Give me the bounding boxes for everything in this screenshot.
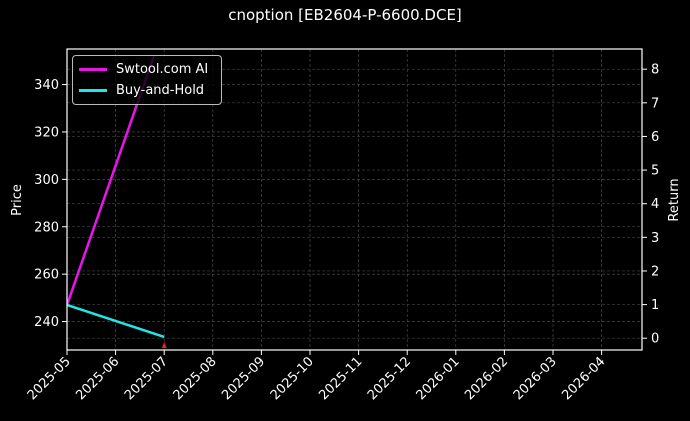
y2-tick-label: 5 [651, 164, 659, 179]
y-tick-label: 320 [34, 125, 59, 140]
y2-tick-label: 6 [651, 130, 659, 145]
x-tick-label: 2025-08 [171, 354, 220, 403]
legend-label: Swtool.com AI [116, 61, 209, 77]
y-axis-label: Price [10, 184, 25, 216]
chart-title: cnoption [EB2604-P-6600.DCE] [228, 6, 462, 24]
legend-item-swtool: Swtool.com AI [79, 59, 208, 79]
x-tick-label: 2026-04 [559, 354, 608, 403]
x-axis: 2025-05 2025-06 2025-07 2025-08 2025-09 2025-… [25, 350, 608, 403]
legend-label: Buy-and-Hold [116, 82, 205, 98]
x-tick-label: 2025-05 [25, 354, 74, 403]
y2-tick-label: 3 [651, 231, 659, 246]
legend-swatch-buy-and-hold [79, 88, 107, 92]
signal-marker [161, 342, 167, 348]
y-tick-label: 260 [34, 268, 59, 283]
y2-tick-label: 7 [651, 96, 659, 111]
x-tick-label: 2026-02 [462, 354, 511, 403]
y2-tick-label: 0 [651, 332, 659, 347]
legend-swatch-swtool [79, 67, 107, 71]
y2-tick-label: 2 [651, 264, 659, 279]
x-tick-label: 2025-12 [365, 354, 414, 403]
y-tick-label: 340 [34, 78, 59, 93]
y-axis-left: 240 260 280 300 320 340 [34, 78, 67, 330]
grid-lines [66, 49, 642, 350]
y-tick-label: 300 [34, 173, 59, 188]
x-tick-label: 2025-09 [219, 354, 268, 403]
y2-axis-label: Return [667, 178, 682, 221]
legend-item-buy-and-hold: Buy-and-Hold [79, 80, 204, 100]
y-axis-right: 0 1 2 3 4 5 6 7 8 [642, 63, 659, 347]
x-tick-label: 2026-03 [511, 354, 560, 403]
x-tick-label: 2025-11 [316, 354, 365, 403]
series-line [67, 303, 165, 339]
x-tick-label: 2025-10 [268, 354, 317, 403]
x-tick-label: 2025-06 [73, 354, 122, 403]
x-tick-label: 2026-01 [414, 354, 463, 403]
y-tick-label: 280 [34, 220, 59, 235]
legend: Swtool.com AI Buy-and-Hold [72, 55, 222, 105]
plot-frame [66, 48, 643, 351]
y-tick-label: 240 [34, 315, 59, 330]
y2-tick-label: 1 [651, 298, 659, 313]
y2-tick-label: 8 [651, 63, 659, 78]
x-tick-label: 2025-07 [122, 354, 171, 403]
y2-tick-label: 4 [651, 197, 659, 212]
